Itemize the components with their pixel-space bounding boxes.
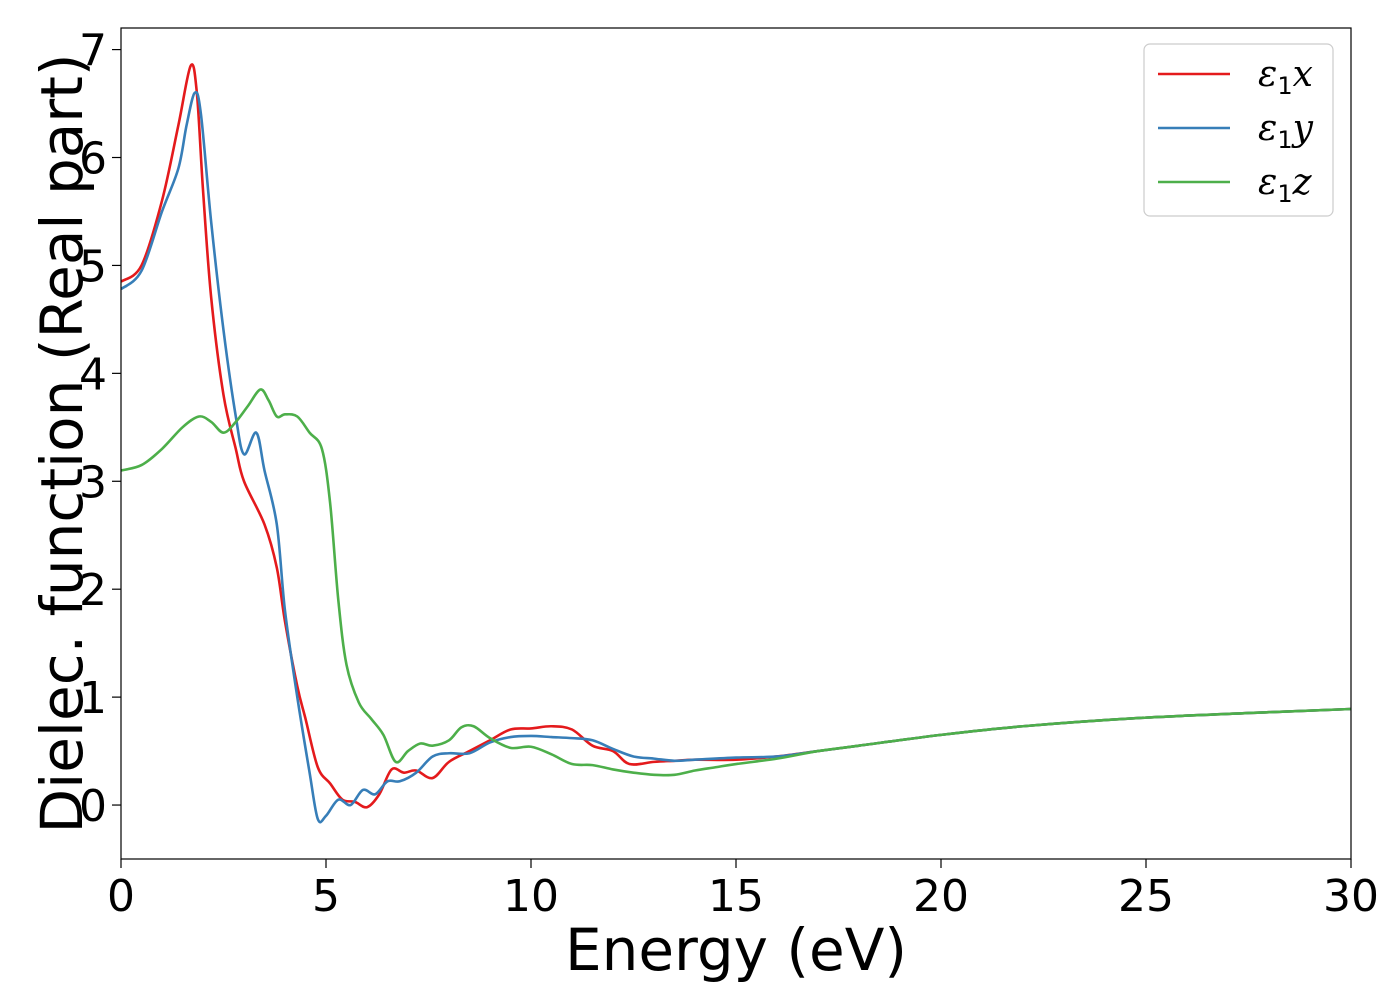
- y-tick-label: 5: [79, 241, 107, 292]
- legend-label-x: ε1x: [1258, 54, 1313, 100]
- x-tick-label: 20: [913, 871, 969, 922]
- y-tick-label: 2: [79, 565, 107, 616]
- y-axis-title: Dielec. function (Real part): [28, 53, 96, 833]
- x-tick-label: 10: [503, 871, 559, 922]
- x-tick-label: 0: [107, 871, 135, 922]
- legend-box: [1143, 43, 1334, 217]
- series-line-y: [121, 90, 1351, 824]
- legend-label-y: ε1y: [1258, 108, 1314, 154]
- x-axis-title: Energy (eV): [565, 916, 907, 984]
- x-tick-label: 30: [1323, 871, 1379, 922]
- y-tick-label: 3: [79, 457, 107, 508]
- x-tick-label: 15: [708, 871, 764, 922]
- y-tick-label: 6: [79, 134, 107, 185]
- series-line-z: [121, 388, 1351, 777]
- series-lines: [121, 63, 1351, 824]
- y-tick-label: 1: [79, 673, 107, 724]
- legend-label-z: ε1z: [1258, 162, 1313, 208]
- x-tick-label: 25: [1118, 871, 1174, 922]
- y-tick-label: 7: [79, 26, 107, 77]
- x-tick-label: 5: [312, 871, 340, 922]
- legend: ε1x ε1y ε1z: [1143, 43, 1334, 217]
- axis-ticks: 0 5 10 15 20 25 30 0 1 2 3 4 5 6 7: [79, 26, 1379, 922]
- y-tick-label: 4: [79, 349, 107, 400]
- y-tick-label: 0: [79, 781, 107, 832]
